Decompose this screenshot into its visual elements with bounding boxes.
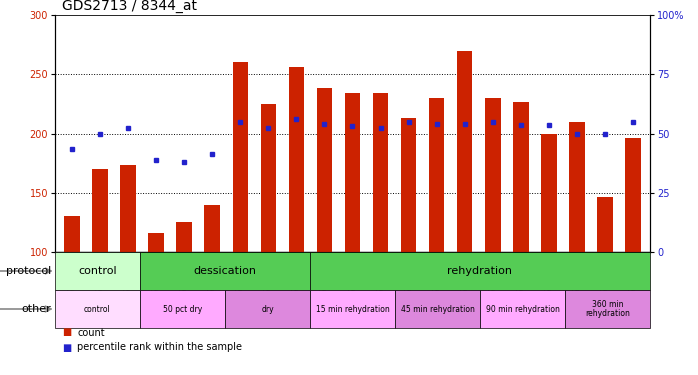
Text: dessication: dessication <box>193 266 256 276</box>
Bar <box>345 93 360 252</box>
Text: 360 min
rehydration: 360 min rehydration <box>585 300 630 318</box>
Bar <box>513 102 528 252</box>
Text: percentile rank within the sample: percentile rank within the sample <box>77 342 242 352</box>
Bar <box>260 104 276 252</box>
Text: GDS2713 / 8344_at: GDS2713 / 8344_at <box>62 0 197 13</box>
Bar <box>395 290 480 328</box>
Bar <box>140 290 225 328</box>
Bar <box>92 169 107 252</box>
Bar <box>310 290 395 328</box>
Bar <box>120 165 135 252</box>
Text: other: other <box>22 304 52 314</box>
Text: ■: ■ <box>62 327 71 338</box>
Text: count: count <box>77 327 105 338</box>
Bar <box>570 122 585 252</box>
Bar <box>64 216 80 252</box>
Bar <box>457 51 473 252</box>
Bar <box>232 62 248 252</box>
Bar <box>55 290 140 328</box>
Bar <box>225 290 310 328</box>
Text: control: control <box>78 266 117 276</box>
Bar <box>140 252 310 290</box>
Text: 50 pct dry: 50 pct dry <box>163 304 202 313</box>
Text: control: control <box>84 304 111 313</box>
Bar <box>205 205 220 252</box>
Bar <box>317 88 332 252</box>
Bar <box>429 98 445 252</box>
Bar <box>148 233 164 252</box>
Bar <box>597 198 613 252</box>
Bar <box>310 252 650 290</box>
Bar <box>485 98 500 252</box>
Bar <box>289 67 304 252</box>
Bar <box>373 93 388 252</box>
Text: 90 min rehydration: 90 min rehydration <box>486 304 559 313</box>
Text: ■: ■ <box>62 342 71 352</box>
Text: 45 min rehydration: 45 min rehydration <box>401 304 475 313</box>
Text: rehydration: rehydration <box>447 266 512 276</box>
Bar <box>55 252 140 290</box>
Bar <box>625 138 641 252</box>
Bar <box>177 222 192 252</box>
Text: protocol: protocol <box>6 266 52 276</box>
Bar <box>401 118 416 252</box>
Text: 15 min rehydration: 15 min rehydration <box>315 304 389 313</box>
Text: dry: dry <box>261 304 274 313</box>
Bar <box>541 134 557 252</box>
Bar <box>480 290 565 328</box>
Bar <box>565 290 650 328</box>
